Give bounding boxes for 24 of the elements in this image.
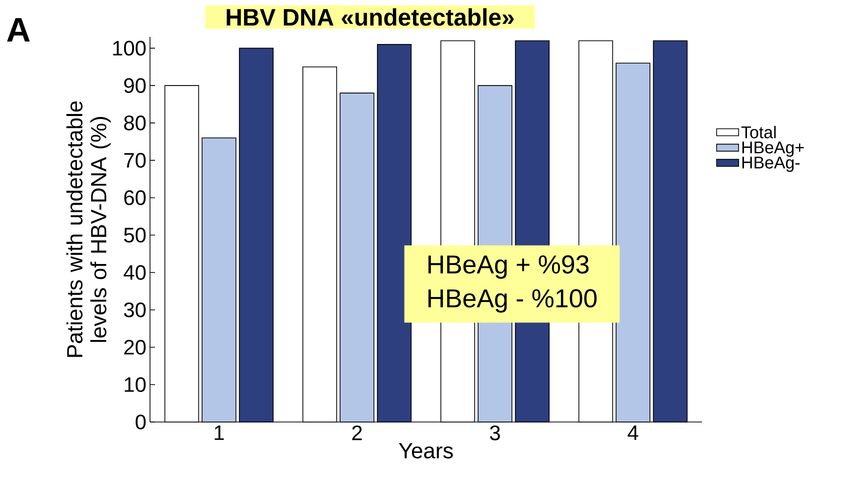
x-tick-label: 1 xyxy=(214,426,224,440)
chart-title: HBV DNA «undetectable» xyxy=(226,8,514,26)
y-tick-label: 30 xyxy=(124,302,146,318)
y-tick-label: 90 xyxy=(124,78,146,93)
y-tick-label: 10 xyxy=(124,377,146,392)
legend-label: Total xyxy=(741,126,776,138)
y-tick-label: 70 xyxy=(124,152,146,168)
annotation: HBeAg + %93 xyxy=(428,255,589,279)
x-tick-label: 3 xyxy=(490,426,500,440)
y-tick-label: 20 xyxy=(124,340,146,355)
y-tick-label: 60 xyxy=(124,190,146,206)
text: A xyxy=(7,18,30,42)
y-tick-label: 100 xyxy=(113,40,146,56)
y-tick-label: 80 xyxy=(124,116,146,130)
y-tick-label: 0 xyxy=(136,414,146,430)
legend-label: HBeAg- xyxy=(742,156,800,172)
annotation: HBeAg - %100 xyxy=(428,289,597,313)
x-tick-label: 4 xyxy=(628,426,638,440)
y-tick-label: 40 xyxy=(124,265,146,280)
y-tick-label: 50 xyxy=(124,228,146,242)
x-tick-label: 2 xyxy=(352,426,362,440)
y-axis-title: Patients with undetectable levels of HBV-DNA (%) xyxy=(66,101,111,357)
legend-label: HBeAg+ xyxy=(742,142,804,157)
x-axis-title: Years xyxy=(398,443,453,458)
